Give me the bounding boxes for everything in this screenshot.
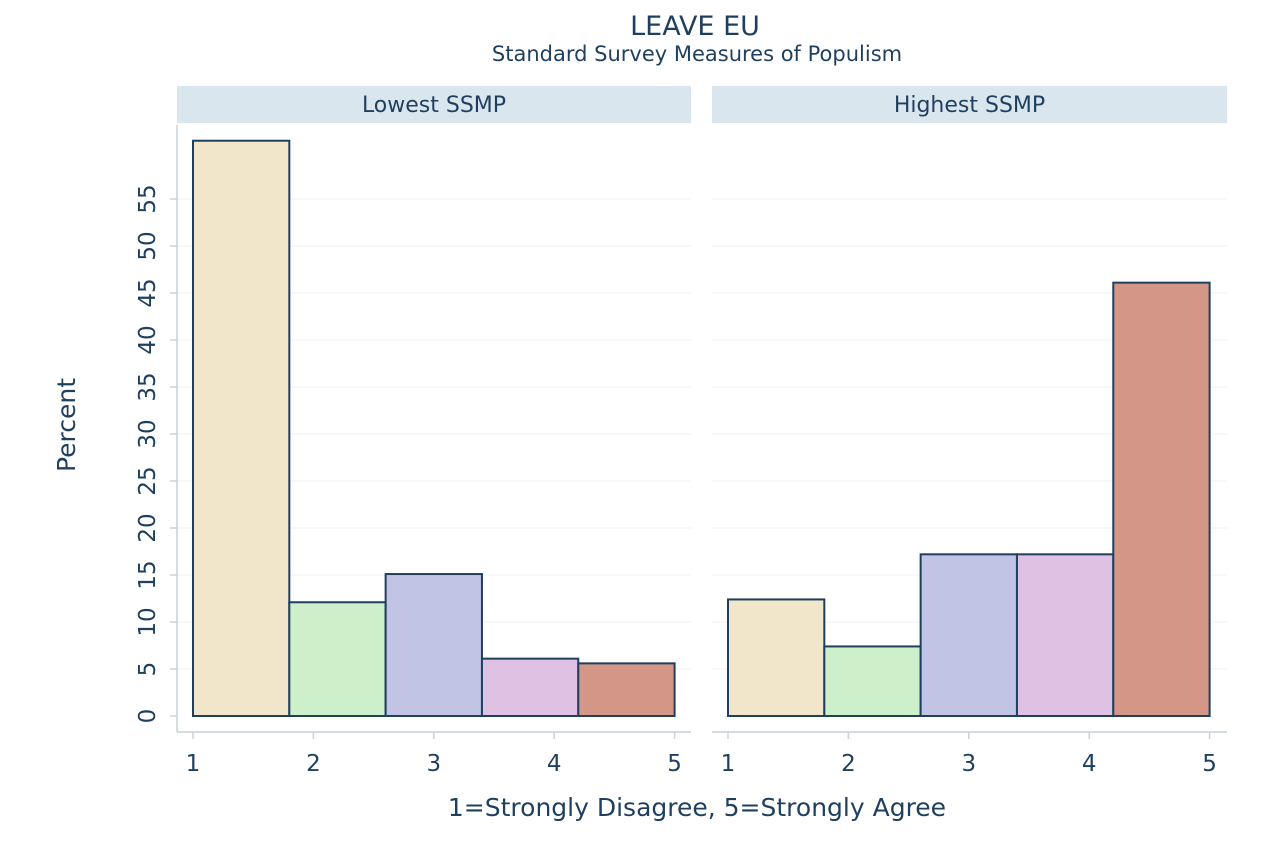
- panel-header-2: [712, 86, 1227, 123]
- bar-highest-3: [919, 553, 1018, 717]
- bar-lowest-5: [577, 662, 676, 717]
- bar-lowest-2: [288, 601, 387, 718]
- y-tick-label: 30: [135, 419, 161, 448]
- bar-highest-5: [1112, 281, 1211, 717]
- y-tick-label: 55: [135, 184, 161, 213]
- y-axis-title: Percent: [52, 378, 81, 472]
- panel-title-2: Highest SSMP: [894, 93, 1045, 118]
- bar-lowest-1: [192, 139, 291, 718]
- y-tick-label: 50: [135, 231, 161, 260]
- x-axis-title: 1=Strongly Disagree, 5=Strongly Agree: [448, 793, 946, 822]
- bar-highest-2: [823, 645, 922, 717]
- chart-title: LEAVE EU: [630, 11, 760, 42]
- bar-lowest-3: [384, 573, 483, 717]
- x-tick-label: 1: [721, 751, 736, 777]
- y-tick-label: 15: [135, 560, 161, 589]
- bar-highest-4: [1015, 553, 1115, 717]
- y-tick-label: 0: [135, 709, 161, 724]
- panel-header-1: [177, 86, 691, 123]
- x-tick-label: 2: [841, 751, 856, 777]
- x-tick-label: 5: [667, 751, 682, 777]
- x-tick-label: 1: [186, 751, 201, 777]
- x-tick-label: 3: [426, 751, 441, 777]
- y-tick-label: 25: [135, 466, 161, 495]
- y-tick-label: 20: [135, 513, 161, 542]
- bar-highest-1: [727, 598, 826, 717]
- x-tick-label: 2: [306, 751, 321, 777]
- x-tick-label: 4: [547, 751, 562, 777]
- y-tick-label: 5: [135, 662, 161, 677]
- chart-subtitle: Standard Survey Measures of Populism: [492, 42, 902, 66]
- x-tick-label: 5: [1202, 751, 1217, 777]
- y-tick-label: 40: [135, 325, 161, 354]
- y-tick-label: 45: [135, 278, 161, 307]
- x-tick-label: 3: [961, 751, 976, 777]
- y-tick-label: 10: [135, 607, 161, 636]
- x-tick-label: 4: [1082, 751, 1097, 777]
- y-tick-label: 35: [135, 372, 161, 401]
- panel-title-1: Lowest SSMP: [362, 93, 506, 118]
- bar-lowest-4: [480, 657, 580, 717]
